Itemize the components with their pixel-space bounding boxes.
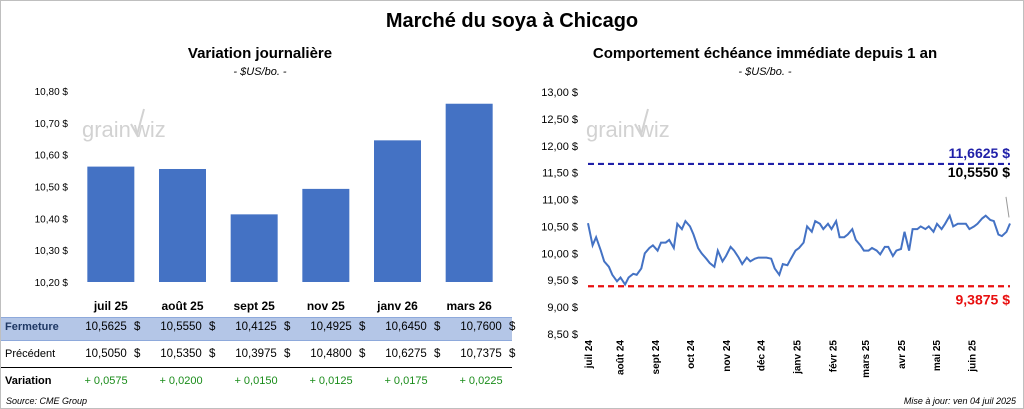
table-cell: 10,7600: [460, 321, 502, 333]
table-cell-unit: $: [134, 321, 141, 333]
left-y-tick-label: 10,40 $: [35, 214, 69, 225]
bar-0: [87, 166, 135, 282]
left-y-tick-label: 10,20 $: [35, 278, 69, 289]
left-x-tick-label: juil 25: [93, 299, 128, 313]
table-cell: + 0,0125: [309, 375, 353, 387]
left-x-tick-label: janv 26: [376, 299, 418, 313]
left-x-tick-label: nov 25: [307, 299, 345, 313]
right-chart-title: Comportement échéance immédiate depuis 1…: [592, 45, 938, 62]
watermark-text-wiz: wiz: [637, 117, 670, 142]
right-y-tick-label: 11,00 $: [542, 195, 578, 207]
low-reference-label: 9,3875 $: [956, 291, 1011, 307]
right-x-tick-label: mars 25: [861, 340, 872, 378]
left-chart-unit: - $US/bo. -: [233, 66, 287, 78]
right-y-tick-label: 10,50 $: [541, 221, 578, 233]
bar-1: [159, 168, 206, 282]
bar-2: [230, 214, 278, 282]
bar-5: [445, 103, 493, 282]
right-y-tick-label: 9,50 $: [547, 275, 578, 287]
update-note: Mise à jour: ven 04 juil 2025: [903, 396, 1016, 406]
table-cell-unit: $: [509, 321, 516, 333]
left-y-tick-label: 10,70 $: [35, 119, 69, 130]
right-x-tick-label: juil 24: [584, 340, 595, 370]
nearby-contract-line-chart: grain wiz 8,50 $ 9,00 $ 9,50 $ 10,00 $ 10,50 $…: [541, 87, 1011, 378]
table-cell: 10,5350: [160, 348, 202, 360]
left-y-tick-label: 10,60 $: [35, 151, 69, 162]
table-cell-unit: $: [509, 348, 516, 360]
right-x-tick-label: nov 24: [722, 340, 733, 372]
table-cell-unit: $: [359, 348, 366, 360]
page-title: Marché du soya à Chicago: [385, 10, 639, 32]
left-x-tick-label: mars 26: [446, 299, 492, 313]
right-x-tick-label: févr 25: [829, 340, 840, 373]
table-cell-unit: $: [434, 321, 441, 333]
grainwiz-watermark: grain wiz: [82, 108, 166, 142]
right-x-tick-label: mai 25: [932, 340, 943, 372]
table-cell: + 0,0175: [384, 375, 428, 387]
bar-4: [374, 140, 421, 282]
table-cell: 10,4800: [310, 348, 352, 360]
grainwiz-watermark: grain wiz: [586, 108, 670, 142]
high-reference-label: 11,6625 $: [948, 145, 1010, 161]
left-y-tick-label: 10,80 $: [35, 87, 69, 98]
table-cell: 10,5050: [85, 348, 127, 360]
table-cell: + 0,0575: [84, 375, 128, 387]
table-cell: + 0,0200: [159, 375, 203, 387]
right-y-tick-label: 13,00 $: [541, 87, 578, 99]
table-cell-unit: $: [284, 348, 291, 360]
table-cell: + 0,0150: [234, 375, 278, 387]
table-cell-unit: $: [209, 348, 216, 360]
watermark-text-grain: grain: [586, 117, 635, 142]
watermark-check-mark: [130, 108, 145, 138]
left-chart-title: Variation journalière: [187, 45, 333, 62]
table-cell: + 0,0225: [459, 375, 503, 387]
table-row-label: Variation: [5, 375, 52, 387]
right-x-tick-label: avr 25: [897, 340, 908, 369]
table-cell: 10,6450: [385, 321, 427, 333]
right-chart-unit: - $US/bo. -: [738, 66, 792, 78]
right-x-tick-label: juin 25: [968, 340, 979, 373]
left-x-tick-label: sept 25: [233, 299, 275, 313]
table-cell: 10,4125: [235, 321, 277, 333]
table-cell: 10,5550: [160, 321, 202, 333]
right-y-tick-label: 9,00 $: [547, 302, 578, 314]
right-x-tick-label: août 24: [615, 340, 626, 375]
right-y-tick-label: 12,50 $: [541, 114, 578, 126]
right-x-tick-label: sept 24: [651, 340, 662, 375]
table-cell-unit: $: [134, 348, 141, 360]
table-row-separator: [1, 367, 512, 368]
table-cell: 10,7375: [460, 348, 502, 360]
left-x-tick-label: août 25: [161, 299, 203, 313]
watermark-text-wiz: wiz: [133, 117, 166, 142]
right-x-tick-label: oct 24: [686, 340, 697, 369]
last-value-leader-line: [1005, 196, 1010, 218]
source-note: Source: CME Group: [6, 396, 88, 406]
table-cell: 10,6275: [385, 348, 427, 360]
table-cell: 10,4925: [310, 321, 352, 333]
daily-variation-bar-chart: grain wiz 10,20 $ 10,30 $ 10,40 $ 10,50 $ 10,6…: [35, 87, 493, 313]
left-y-tick-label: 10,50 $: [35, 183, 69, 194]
right-y-tick-label: 8,50 $: [547, 329, 578, 341]
table-cell-unit: $: [284, 321, 291, 333]
right-y-tick-label: 11,50 $: [542, 168, 578, 180]
right-x-tick-label: déc 24: [757, 340, 768, 372]
watermark-text-grain: grain: [82, 117, 131, 142]
table-row-label: Fermeture: [5, 321, 59, 333]
table-cell-unit: $: [209, 321, 216, 333]
right-y-tick-label: 12,00 $: [541, 141, 578, 153]
left-y-tick-label: 10,30 $: [35, 246, 69, 257]
price-series-line: [587, 213, 1011, 287]
last-value-label: 10,5550 $: [948, 164, 1010, 180]
table-cell: 10,5625: [85, 321, 127, 333]
table-cell-unit: $: [359, 321, 366, 333]
watermark-check-mark: [634, 108, 649, 138]
right-x-tick-label: janv 25: [793, 340, 804, 375]
table-cell-unit: $: [434, 348, 441, 360]
bar-3: [302, 188, 350, 282]
table-row-label: Précédent: [5, 348, 56, 360]
right-y-tick-label: 10,00 $: [541, 248, 578, 260]
table-closing-row-band: [1, 317, 512, 341]
table-cell: 10,3975: [235, 348, 277, 360]
